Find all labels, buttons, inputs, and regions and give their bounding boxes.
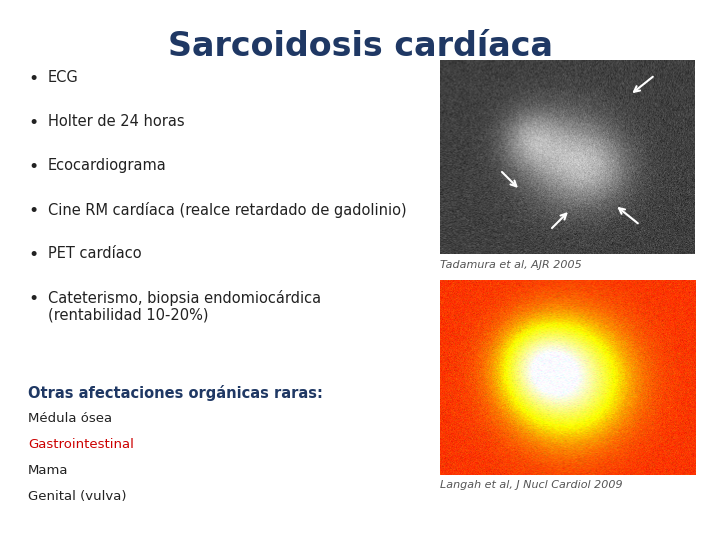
Text: •: • bbox=[28, 70, 38, 88]
Text: Ecocardiograma: Ecocardiograma bbox=[48, 158, 167, 173]
Text: Mama: Mama bbox=[28, 464, 68, 477]
Text: (rentabilidad 10-20%): (rentabilidad 10-20%) bbox=[48, 308, 209, 323]
Text: Otras afectaciones orgánicas raras:: Otras afectaciones orgánicas raras: bbox=[28, 385, 323, 401]
Text: •: • bbox=[28, 158, 38, 176]
Text: PET cardíaco: PET cardíaco bbox=[48, 246, 142, 261]
Text: Genital (vulva): Genital (vulva) bbox=[28, 490, 127, 503]
Text: Tadamura et al, AJR 2005: Tadamura et al, AJR 2005 bbox=[440, 260, 582, 270]
Text: Médula ósea: Médula ósea bbox=[28, 412, 112, 425]
Text: •: • bbox=[28, 114, 38, 132]
Text: •: • bbox=[28, 290, 38, 308]
Text: •: • bbox=[28, 246, 38, 264]
Text: ECG: ECG bbox=[48, 70, 78, 85]
Text: Langah et al, J Nucl Cardiol 2009: Langah et al, J Nucl Cardiol 2009 bbox=[440, 480, 623, 490]
Text: •: • bbox=[28, 202, 38, 220]
Text: Gastrointestinal: Gastrointestinal bbox=[28, 438, 134, 451]
Text: Cine RM cardíaca (realce retardado de gadolinio): Cine RM cardíaca (realce retardado de ga… bbox=[48, 202, 407, 218]
Text: Holter de 24 horas: Holter de 24 horas bbox=[48, 114, 184, 129]
Text: Sarcoidosis cardíaca: Sarcoidosis cardíaca bbox=[168, 30, 552, 63]
Text: Cateterismo, biopsia endomiocárdica: Cateterismo, biopsia endomiocárdica bbox=[48, 290, 321, 306]
